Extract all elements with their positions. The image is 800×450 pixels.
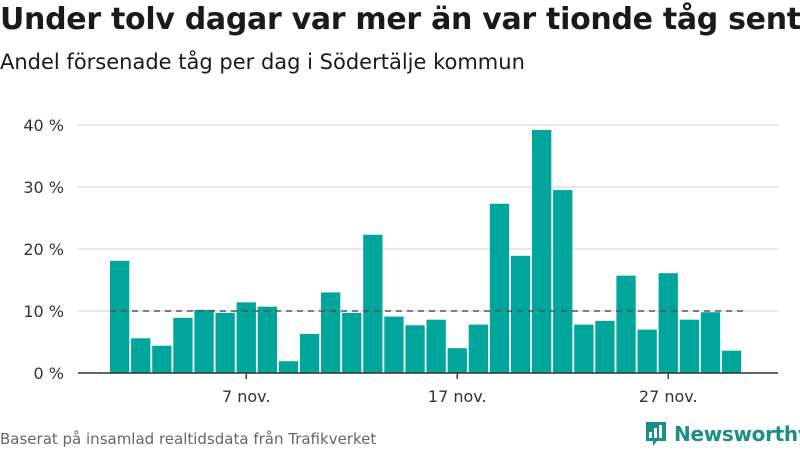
y-tick-label: 20 %	[23, 240, 64, 259]
x-tick-label: 17 nov.	[428, 387, 487, 406]
bar	[173, 317, 193, 373]
y-tick-label: 10 %	[23, 302, 64, 321]
bar	[342, 312, 362, 373]
bar	[679, 319, 699, 373]
bar	[194, 309, 214, 373]
bar	[426, 319, 446, 373]
bar	[299, 333, 320, 373]
bar	[321, 292, 341, 373]
bar	[532, 129, 552, 373]
y-tick-label: 40 %	[23, 116, 64, 135]
newsworthy-logo-text: Newsworthy	[674, 422, 800, 446]
chart-title: Under tolv dagar var mer än var tionde t…	[0, 2, 800, 37]
bar	[637, 329, 657, 373]
bar	[257, 306, 277, 373]
bar	[152, 345, 172, 373]
bar	[236, 302, 256, 373]
newsworthy-logo-icon	[646, 422, 666, 446]
bar	[468, 324, 488, 373]
bar	[595, 320, 615, 373]
newsworthy-logo: Newsworthy	[644, 421, 800, 447]
bar	[110, 260, 130, 373]
y-tick-label: 30 %	[23, 178, 64, 197]
bar	[700, 312, 721, 373]
chart-subtitle: Andel försenade tåg per dag i Södertälje…	[0, 50, 525, 74]
bar	[489, 203, 510, 373]
y-tick-label: 0 %	[34, 364, 64, 383]
bar	[574, 324, 594, 373]
bar	[721, 350, 742, 373]
bar	[510, 255, 531, 373]
bar	[363, 234, 383, 373]
bar	[278, 361, 299, 373]
bar	[131, 338, 151, 373]
bar	[384, 316, 404, 373]
bar	[405, 325, 425, 373]
bar	[553, 190, 573, 373]
bar	[658, 273, 678, 373]
bar	[447, 348, 467, 373]
bar	[215, 312, 235, 373]
x-tick-label: 27 nov.	[639, 387, 698, 406]
source-note: Baserat på insamlad realtidsdata från Tr…	[0, 430, 377, 448]
bar	[616, 275, 636, 373]
x-tick-label: 7 nov.	[222, 387, 271, 406]
